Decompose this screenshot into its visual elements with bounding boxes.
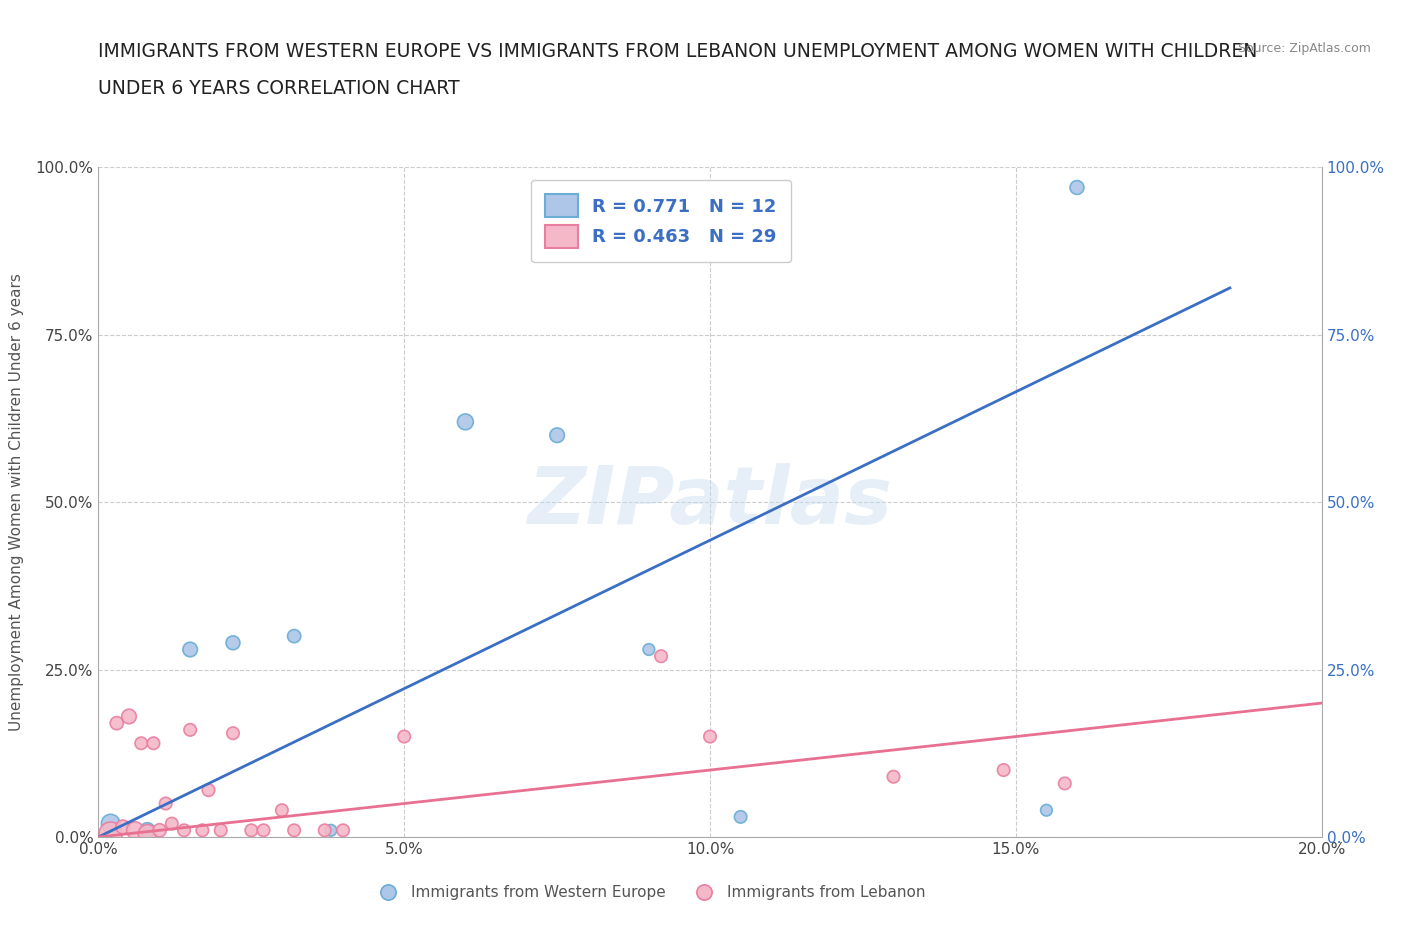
Point — [136, 826, 159, 841]
Point — [222, 725, 245, 740]
Point — [240, 823, 263, 838]
Point — [100, 817, 122, 831]
Point — [118, 709, 141, 724]
Point — [1035, 803, 1057, 817]
Text: Source: ZipAtlas.com: Source: ZipAtlas.com — [1237, 42, 1371, 55]
Point — [699, 729, 721, 744]
Point — [546, 428, 568, 443]
Point — [283, 629, 305, 644]
Point — [730, 809, 752, 824]
Point — [332, 823, 354, 838]
Y-axis label: Unemployment Among Women with Children Under 6 years: Unemployment Among Women with Children U… — [10, 273, 24, 731]
Point — [129, 736, 152, 751]
Point — [155, 796, 177, 811]
Point — [314, 823, 336, 838]
Point — [883, 769, 905, 784]
Point — [191, 823, 214, 838]
Text: ZIPatlas: ZIPatlas — [527, 463, 893, 541]
Point — [1066, 180, 1088, 195]
Point — [136, 823, 159, 838]
Point — [252, 823, 274, 838]
Text: UNDER 6 YEARS CORRELATION CHART: UNDER 6 YEARS CORRELATION CHART — [98, 79, 460, 98]
Point — [100, 826, 122, 841]
Point — [1053, 776, 1076, 790]
Point — [105, 716, 128, 731]
Text: IMMIGRANTS FROM WESTERN EUROPE VS IMMIGRANTS FROM LEBANON UNEMPLOYMENT AMONG WOM: IMMIGRANTS FROM WESTERN EUROPE VS IMMIGR… — [98, 42, 1258, 60]
Legend: Immigrants from Western Europe, Immigrants from Lebanon: Immigrants from Western Europe, Immigran… — [367, 879, 931, 907]
Point — [222, 635, 245, 650]
Point — [650, 649, 672, 664]
Point — [149, 823, 172, 838]
Point — [124, 823, 146, 838]
Point — [160, 817, 183, 831]
Point — [179, 723, 201, 737]
Point — [319, 823, 342, 838]
Point — [142, 736, 165, 751]
Point — [454, 415, 477, 430]
Point — [283, 823, 305, 838]
Point — [993, 763, 1015, 777]
Point — [173, 823, 195, 838]
Point — [197, 783, 219, 798]
Point — [637, 642, 661, 657]
Point — [111, 819, 134, 834]
Point — [270, 803, 292, 817]
Point — [392, 729, 416, 744]
Point — [179, 642, 201, 657]
Point — [209, 823, 232, 838]
